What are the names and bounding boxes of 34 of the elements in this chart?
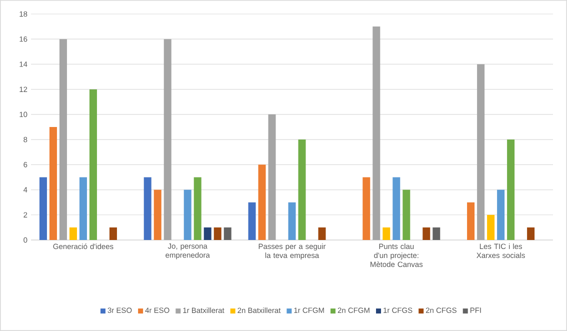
bar: [527, 227, 535, 240]
bar: [89, 89, 97, 240]
bar: [39, 177, 47, 240]
bar: [288, 202, 296, 240]
bar: [184, 190, 192, 240]
bar: [477, 64, 485, 240]
bar: [79, 177, 87, 240]
bar: [49, 126, 57, 240]
bar: [224, 227, 232, 240]
bar: [298, 140, 306, 240]
bar: [69, 227, 77, 240]
bar: [154, 190, 162, 240]
bar: [204, 227, 212, 240]
bar: [422, 227, 430, 240]
bar: [497, 190, 505, 240]
bar: [432, 227, 440, 240]
bar: [268, 114, 276, 240]
bar: [194, 177, 202, 240]
bar: [248, 202, 256, 240]
bar: [318, 227, 326, 240]
bar: [144, 177, 152, 240]
bar: [382, 227, 390, 240]
bar: [467, 202, 475, 240]
bar: [258, 164, 266, 240]
bar: [392, 177, 400, 240]
bar: [402, 190, 410, 240]
bar: [507, 140, 515, 240]
bar: [214, 227, 222, 240]
bar: [164, 39, 172, 240]
bar: [362, 177, 370, 240]
bar: [59, 39, 67, 240]
bar: [109, 227, 117, 240]
bar: [372, 26, 380, 240]
bar: [487, 214, 495, 240]
